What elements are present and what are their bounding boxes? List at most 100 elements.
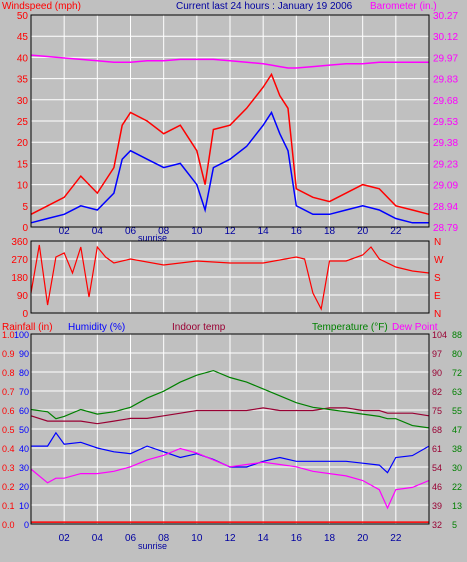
indoor-temp-y-tick-label: 97 [432,349,442,359]
barometer-y-tick-label: 29.23 [433,159,458,170]
temperature-y-tick-label: 72 [452,368,462,378]
sunrise-label: sunrise [138,233,167,243]
wind-x-tick-label: 10 [191,226,203,237]
wind-series [30,54,430,224]
temperature-axis-labels: 0.0 0.1 0.2 0.3 0.4 0.5 0.6 0.7 0.8 0.9 1.0 0 10 20 30… [2,330,462,544]
temperature-x-tick-label: 06 [125,533,137,544]
rainfall-axis-title: Rainfall (in) [2,322,53,333]
wind-plot-frame [30,14,430,228]
indoor-temp-y-tick-label: 61 [432,444,442,454]
wind-x-tick-label: 06 [125,226,137,237]
direction-y-tick-label: 360 [11,237,28,248]
indoor-temp-y-tick-label: 82 [432,387,442,397]
barometer-y-tick-label: 29.09 [433,181,458,192]
barometer-y-tick-label: 28.79 [433,223,458,234]
compass-tick-label: N [434,309,441,320]
indoor-temp-y-tick-label: 68 [432,425,442,435]
wind-axis-labels: 0 5 10 15 20 25 30 35 40 45 50 28.79 28.94 29.09 29.23… [17,11,459,237]
rainfall-y-tick-label: 1.0 [2,330,15,340]
indoor-temp-y-tick-label: 104 [432,330,447,340]
wind-y-tick-label: 25 [17,117,29,128]
temperature-y-tick-label: 80 [452,349,462,359]
rainfall-y-tick-label: 0.9 [2,349,15,359]
dew-point-axis-title: Dew Point [392,322,438,333]
temperature-y-tick-label: 5 [452,520,457,530]
wind-y-tick-label: 30 [17,96,29,107]
rainfall-y-tick-label: 0.8 [2,368,15,378]
humidity-y-tick-label: 70 [19,387,29,397]
wind-y-tick-label: 5 [22,202,28,213]
wind-x-tick-label: 08 [158,226,170,237]
humidity-axis-title: Humidity (%) [68,322,125,333]
temperature-y-tick-label: 63 [452,387,462,397]
barometer-y-tick-label: 30.12 [433,32,458,43]
humidity-y-tick-label: 90 [19,349,29,359]
temperature-x-tick-label: 22 [390,533,402,544]
windspeed-axis-title: Windspeed (mph) [2,1,81,12]
temperature-y-tick-label: 88 [452,330,462,340]
indoor-temp-y-tick-label: 54 [432,463,442,473]
indoor-temp-y-tick-label: 90 [432,368,442,378]
barometer-y-tick-label: 30.27 [433,11,458,22]
indoor-temp-line [30,407,430,425]
rainfall-y-tick-label: 0.2 [2,482,15,492]
temperature-x-tick-label: 18 [324,533,336,544]
wind-x-tick-label: 04 [92,226,104,237]
humidity-y-tick-label: 0 [24,520,29,530]
chart-title: Current last 24 hours : January 19 2006 [176,1,353,12]
barometer-y-tick-label: 29.53 [433,117,458,128]
wind-y-tick-label: 20 [17,138,29,149]
sunrise-label-bottom: sunrise [138,541,167,551]
wind-x-tick-label: 12 [224,226,236,237]
direction-grid [31,241,429,313]
rainfall-y-tick-label: 0.4 [2,444,15,454]
compass-tick-label: W [434,255,444,266]
temperature-x-tick-label: 20 [357,533,369,544]
barometer-y-tick-label: 28.94 [433,202,458,213]
wind-x-tick-label: 18 [324,226,336,237]
humidity-y-tick-label: 100 [14,330,29,340]
wind-y-tick-label: 40 [17,53,29,64]
barometer-y-tick-label: 29.38 [433,138,458,149]
direction-y-tick-label: 180 [11,273,28,284]
indoor-temp-y-tick-label: 46 [432,482,442,492]
wind-x-tick-label: 20 [357,226,369,237]
barometer-line [30,54,429,69]
humidity-y-tick-label: 10 [19,501,29,511]
temperature-y-tick-label: 22 [452,482,462,492]
direction-plot-frame [30,240,430,314]
wind-y-tick-label: 35 [17,75,29,86]
wind-y-tick-label: 45 [17,32,29,43]
indoor-temp-y-tick-label: 32 [432,520,442,530]
wind-y-tick-label: 15 [17,159,29,170]
temperature-series [30,369,430,523]
rainfall-y-tick-label: 0.6 [2,406,15,416]
compass-tick-label: E [434,291,441,302]
temperature-x-tick-label: 14 [258,533,270,544]
indoor-temp-axis-title: Indoor temp [172,322,226,333]
wind-y-tick-label: 10 [17,181,29,192]
wind-y-tick-label: 50 [17,11,29,22]
temperature-y-tick-label: 47 [452,425,462,435]
compass-tick-label: S [434,273,441,284]
direction-y-tick-label: 90 [17,291,29,302]
barometer-axis-title: Barometer (in.) [370,1,437,12]
temperature-x-tick-label: 10 [191,533,203,544]
temperature-humidity-panel: Rainfall (in) Humidity (%) Indoor temp T… [2,322,462,551]
direction-series [30,244,430,311]
temperature-x-tick-label: 16 [291,533,303,544]
rainfall-y-tick-label: 0.5 [2,425,15,435]
temperature-x-tick-label: 12 [224,533,236,544]
temperature-y-tick-label: 55 [452,406,462,416]
indoor-temp-y-tick-label: 75 [432,406,442,416]
humidity-y-tick-label: 80 [19,368,29,378]
direction-y-tick-label: 270 [11,255,28,266]
temperature-x-tick-label: 08 [158,533,170,544]
barometer-y-tick-label: 29.97 [433,53,458,64]
barometer-y-tick-label: 29.68 [433,96,458,107]
wind-x-tick-label: 14 [258,226,270,237]
wind-x-tick-label: 22 [390,226,402,237]
